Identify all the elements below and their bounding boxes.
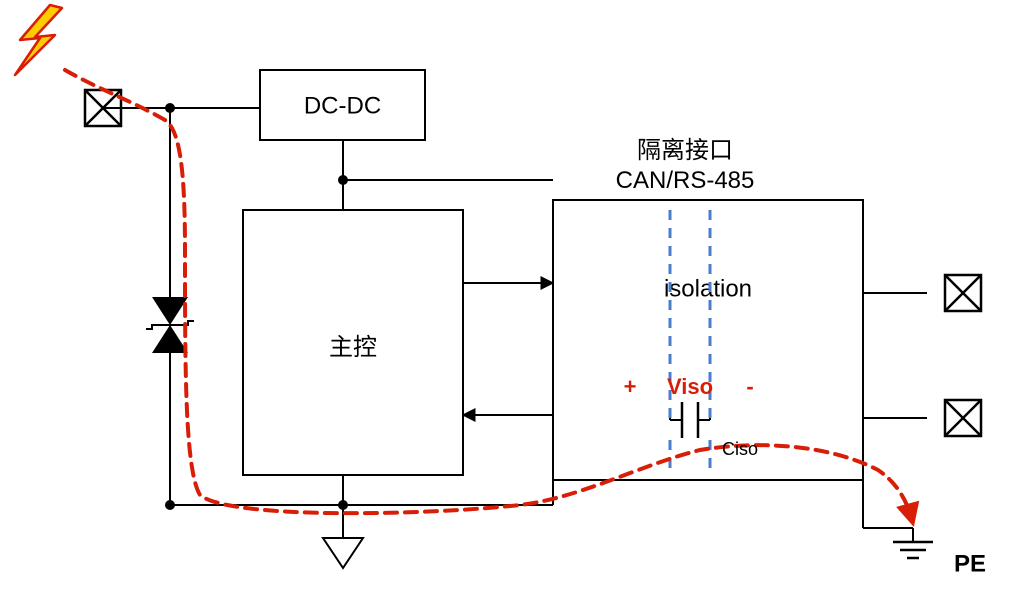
viso-minus: - [746,374,753,399]
isolation-title-line1: 隔离接口 [637,137,733,164]
junction-node [165,500,175,510]
mcu-label: 主控 [329,334,377,361]
tvs-diode-icon [152,325,188,353]
ciso-label: Ciso [722,439,758,459]
pe-label: PE [954,550,986,577]
tvs-diode-icon [152,297,188,325]
isolation-block [553,200,863,480]
viso-label: Viso [667,374,713,399]
junction-node [338,175,348,185]
signal-ground-icon [323,538,363,568]
viso-plus: + [624,374,637,399]
lightning-bolt-icon [15,5,62,75]
isolation-block-diagram: DC-DC 主控 isolation 隔离接口 CAN/RS-485 + Viso - Ciso… [0,0,1022,603]
junction-node [165,103,175,113]
isolation-label: isolation [664,275,752,302]
isolation-title-line2: CAN/RS-485 [616,167,755,194]
junction-node [338,500,348,510]
dcdc-label: DC-DC [304,92,381,119]
